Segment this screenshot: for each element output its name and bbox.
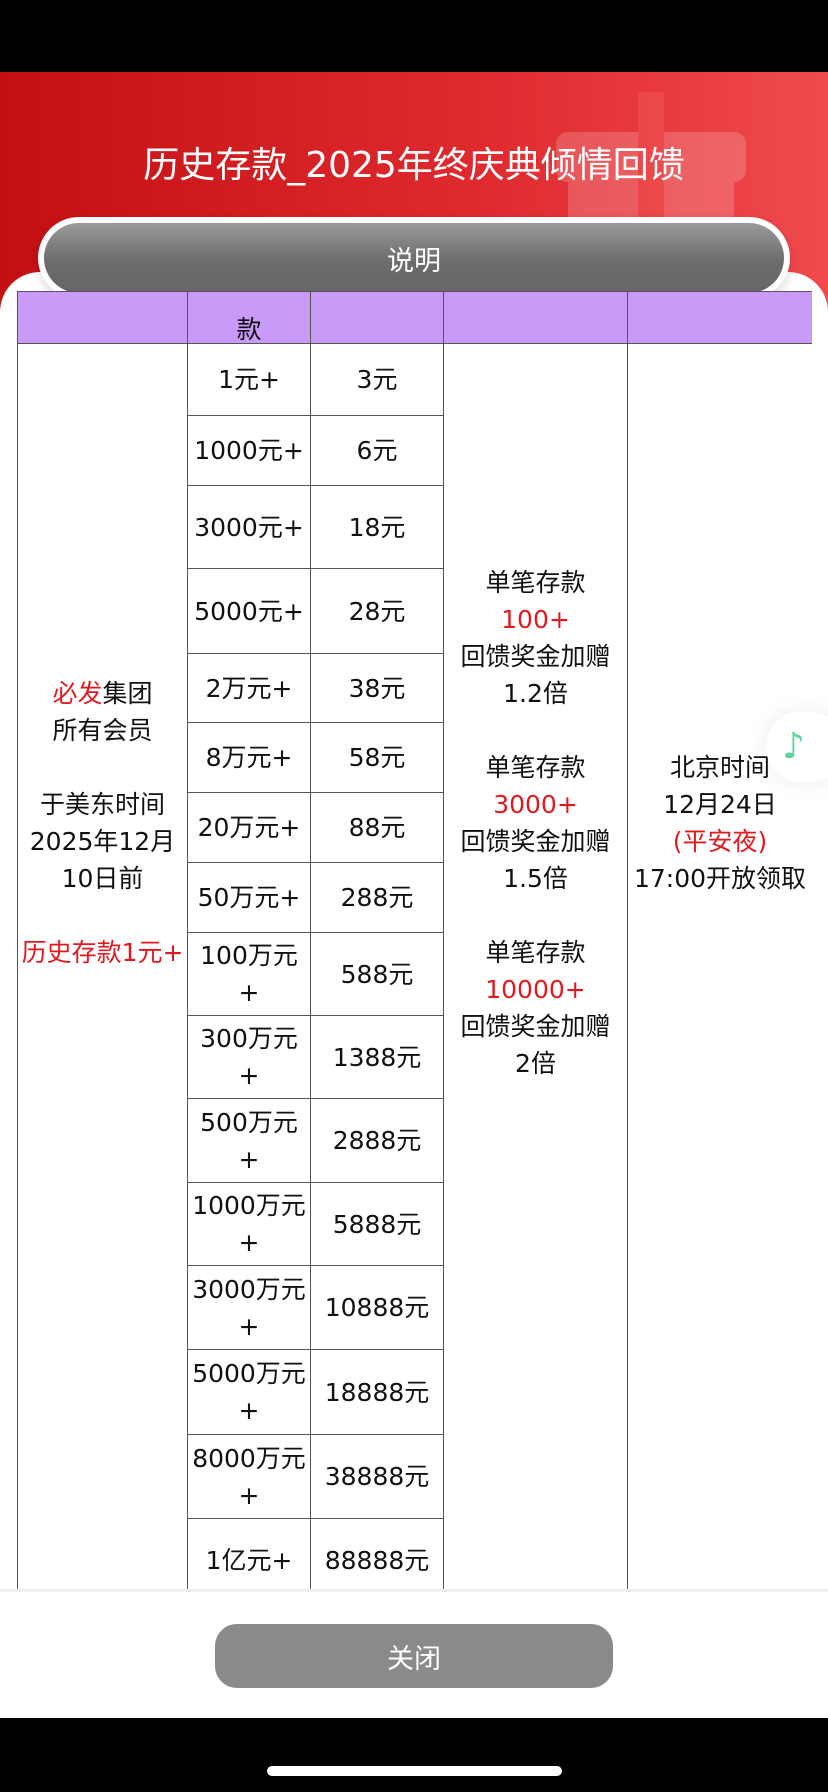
extra-desc: 回馈奖金加赠 xyxy=(460,642,611,671)
deposit-cell: 1000元+ xyxy=(187,415,311,486)
music-note-icon: ♪ xyxy=(782,726,805,767)
extra-label: 单笔存款 xyxy=(485,753,586,782)
table-header-row: 款 xyxy=(17,291,812,344)
eligibility-cell: 必发集团 所有会员 于美东时间 2025年12月 10日前 历史存款1元+ xyxy=(17,343,188,1589)
music-button[interactable]: ♪ xyxy=(766,712,828,782)
bonus-cell: 28元 xyxy=(310,568,444,654)
deposit-cell: 8万元+ xyxy=(187,722,311,793)
extra-bonus-cell: 单笔存款 100+ 回馈奖金加赠 1.2倍 单笔存款 3000+ 回馈奖金加赠 … xyxy=(443,343,628,1589)
bonus-cell: 88元 xyxy=(310,792,444,863)
table-row: 必发集团 所有会员 于美东时间 2025年12月 10日前 历史存款1元+ 1元+… xyxy=(17,343,812,1589)
table-row: 1000元+ 6元 xyxy=(18,415,813,486)
footer: 关闭 xyxy=(0,1589,828,1718)
eligibility-text: 集团 xyxy=(102,679,153,708)
table-row: 3000元+ 18元 xyxy=(18,485,813,569)
table-row: 5000元+ 28元 xyxy=(18,568,813,654)
table-row: 8万元+ 58元 xyxy=(18,722,813,793)
bonus-cell: 10888元 xyxy=(310,1265,444,1350)
extra-bonus-block: 单笔存款 10000+ 回馈奖金加赠 2倍 xyxy=(446,934,625,1082)
explain-label: 说明 xyxy=(44,223,784,293)
bonus-cell: 38元 xyxy=(310,653,444,723)
eligibility-text: 于美东时间 xyxy=(39,790,165,819)
extra-multiplier: 1.5倍 xyxy=(503,864,568,893)
close-button[interactable]: 关闭 xyxy=(215,1624,613,1688)
extra-amount: 100+ xyxy=(501,605,570,634)
explain-button[interactable]: 说明 xyxy=(38,217,790,299)
extra-amount: 10000+ xyxy=(485,975,586,1004)
header-cell: 款 xyxy=(187,291,311,344)
brand-text: 必发 xyxy=(52,679,103,708)
bonus-cell: 38888元 xyxy=(310,1434,444,1519)
page-title: 历史存款_2025年终庆典倾情回馈 xyxy=(143,145,685,186)
bonus-cell: 6元 xyxy=(310,415,444,486)
claim-text: 17:00开放领取 xyxy=(633,864,807,893)
reward-table[interactable]: 款 必发集团 所有会员 于美东时间 2025年12月 10日前 历史存款1元+ 1… xyxy=(17,291,812,1589)
claim-text: 北京时间 xyxy=(669,753,770,782)
extra-bonus-block: 单笔存款 3000+ 回馈奖金加赠 1.5倍 xyxy=(446,749,625,897)
deposit-cell: 300万元+ xyxy=(187,1015,311,1099)
extra-desc: 回馈奖金加赠 xyxy=(460,827,611,856)
deposit-cell: 1000万元+ xyxy=(187,1182,311,1266)
claim-highlight: (平安夜) xyxy=(672,827,768,856)
home-indicator[interactable] xyxy=(267,1766,562,1776)
bonus-cell: 88888元 xyxy=(310,1518,444,1589)
claim-time-cell: 北京时间 12月24日 (平安夜) 17:00开放领取 xyxy=(627,343,812,1589)
table-row: 50万元+ 288元 xyxy=(18,862,813,933)
table-row: 8000万元+ 38888元 xyxy=(18,1434,813,1519)
extra-desc: 回馈奖金加赠 xyxy=(460,1012,611,1041)
deposit-cell: 1元+ xyxy=(187,343,311,416)
deposit-cell: 5000万元+ xyxy=(187,1349,311,1435)
bonus-cell: 2888元 xyxy=(310,1098,444,1183)
deposit-cell: 50万元+ xyxy=(187,862,311,933)
status-bar xyxy=(0,0,828,72)
extra-label: 单笔存款 xyxy=(485,938,586,967)
extra-multiplier: 2倍 xyxy=(515,1049,556,1078)
deposit-cell: 2万元+ xyxy=(187,653,311,723)
eligibility-text: 10日前 xyxy=(61,864,144,893)
table-row: 20万元+ 88元 xyxy=(18,792,813,863)
deposit-cell: 3000万元+ xyxy=(187,1265,311,1350)
deposit-cell: 20万元+ xyxy=(187,792,311,863)
deposit-cell: 500万元+ xyxy=(187,1098,311,1183)
extra-amount: 3000+ xyxy=(493,790,578,819)
table-row: 1000万元+ 5888元 xyxy=(18,1182,813,1266)
bonus-cell: 3元 xyxy=(310,343,444,416)
table-row: 500万元+ 2888元 xyxy=(18,1098,813,1183)
eligibility-text: 所有会员 xyxy=(52,716,153,745)
deposit-cell: 8000万元+ xyxy=(187,1434,311,1519)
bonus-cell: 18888元 xyxy=(310,1349,444,1435)
table-row: 1亿元+ 88888元 xyxy=(18,1518,813,1589)
deposit-cell: 100万元+ xyxy=(187,932,311,1016)
table-row: 2万元+ 38元 xyxy=(18,653,813,723)
extra-label: 单笔存款 xyxy=(485,568,586,597)
extra-multiplier: 1.2倍 xyxy=(503,679,568,708)
bonus-cell: 588元 xyxy=(310,932,444,1016)
deposit-cell: 1亿元+ xyxy=(187,1518,311,1589)
deposit-cell: 5000元+ xyxy=(187,568,311,654)
bonus-cell: 1388元 xyxy=(310,1015,444,1099)
bonus-cell: 18元 xyxy=(310,485,444,569)
bonus-cell: 288元 xyxy=(310,862,444,933)
bonus-cell: 58元 xyxy=(310,722,444,793)
extra-bonus-block: 单笔存款 100+ 回馈奖金加赠 1.2倍 xyxy=(446,564,625,712)
eligibility-requirement: 历史存款1元+ xyxy=(21,938,184,967)
claim-text: 12月24日 xyxy=(663,790,777,819)
bonus-cell: 5888元 xyxy=(310,1182,444,1266)
eligibility-text: 2025年12月 xyxy=(29,827,176,856)
deposit-cell: 3000元+ xyxy=(187,485,311,569)
